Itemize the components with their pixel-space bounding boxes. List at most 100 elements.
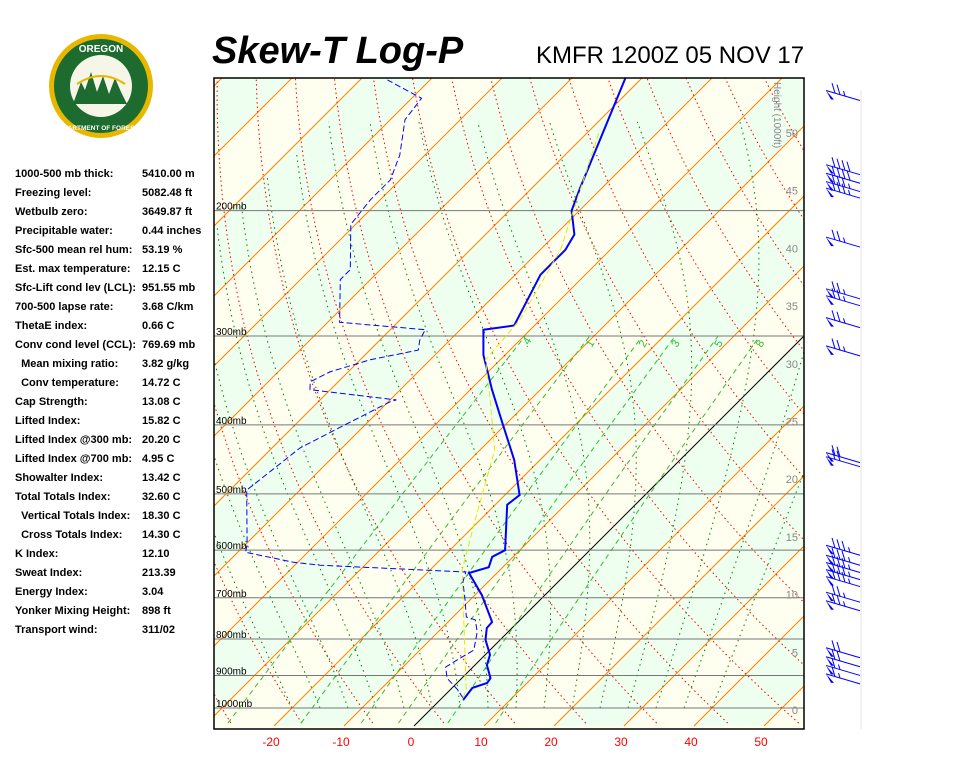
stat-label: Lifted Index @700 mb: <box>15 453 133 465</box>
wind-barb-flag <box>826 173 834 183</box>
wind-barb-half-feather <box>848 189 851 196</box>
stat-row: Vertical Totals Index: 18.30 C <box>15 510 201 529</box>
isotherm-line <box>273 195 804 727</box>
wind-barb-feather <box>841 550 846 561</box>
plot-area: .4 1 2 3 5 8200mb300mb400mb500mb600mb700mb800… <box>214 78 804 729</box>
stat-label: Energy Index: <box>15 586 88 598</box>
stat-row: Transport wind: 311/02 <box>15 624 201 643</box>
wind-barb-flag <box>826 545 834 555</box>
wind-barb-staff <box>825 600 861 612</box>
stat-row: Est. max temperature: 12.15 C <box>15 263 201 282</box>
wind-barb-flag <box>826 295 834 305</box>
parcel-line <box>461 129 601 699</box>
wind-barb-staff <box>825 345 861 357</box>
isobar-label: 200mb <box>216 202 247 213</box>
stat-value: 32.60 C <box>142 491 181 503</box>
stat-label: Total Totals Index: <box>15 491 111 503</box>
wind-barb-half-feather <box>843 346 846 352</box>
height-tick-label: 40 <box>786 243 798 255</box>
dry-adiabat <box>412 78 800 724</box>
stats-panel: 1000-500 mb thick: 5410.00 m Freezing leve… <box>15 168 201 643</box>
wind-barb-feather <box>846 161 851 172</box>
station-time-label: KMFR 1200Z 05 NOV 17 <box>536 42 805 69</box>
stat-value: 5410.00 m <box>142 168 195 180</box>
stat-row: K Index: 12.10 <box>15 548 201 567</box>
isotherm-line <box>214 78 643 507</box>
svg-text:DEPARTMENT OF FORESTRY: DEPARTMENT OF FORESTRY <box>55 125 148 132</box>
wind-barb-feather <box>836 158 841 169</box>
stat-value: 14.30 C <box>142 529 181 541</box>
wind-barb-staff <box>825 187 861 199</box>
wind-barb <box>825 657 861 676</box>
wind-barb-flag <box>826 164 834 174</box>
wind-barb-half-feather <box>843 318 846 324</box>
wind-barb-flag <box>826 188 834 198</box>
wind-barb-feather <box>831 584 836 595</box>
wind-barb-staff <box>825 647 861 659</box>
stat-row: 700-500 lapse rate: 3.68 C/km <box>15 301 201 320</box>
stat-value: 3.04 <box>142 586 164 598</box>
wind-barb-feather <box>831 449 836 460</box>
wind-barb <box>825 82 861 101</box>
wind-barb-feather <box>846 170 851 181</box>
moist-adiabat <box>214 531 293 709</box>
dry-adiabat <box>802 78 804 81</box>
oregon-forestry-logo: OREGON DEPARTMENT OF FORESTRY <box>49 34 153 138</box>
stat-value: 20.20 C <box>142 434 181 446</box>
stat-label: Vertical Totals Index: <box>15 510 131 522</box>
height-tick-label: 25 <box>786 417 798 429</box>
stat-row: Energy Index: 3.04 <box>15 586 201 605</box>
stat-value: 3.68 C/km <box>142 301 194 313</box>
wind-barb-feather <box>841 565 846 576</box>
wind-barb-feather <box>836 446 841 457</box>
wind-barb-staff <box>825 172 861 184</box>
wind-barb-flag <box>826 592 834 602</box>
mixing-ratio-label: 3 <box>669 338 682 349</box>
wind-barb <box>825 288 861 307</box>
wind-barb <box>825 180 861 199</box>
x-tick-label: 20 <box>544 735 558 749</box>
stat-label: Precipitable water: <box>15 225 113 237</box>
wind-barb-half-feather <box>843 592 846 598</box>
height-tick-label: 45 <box>786 186 798 198</box>
isotherm-line <box>214 78 503 367</box>
wind-barb <box>825 666 861 685</box>
wind-barb-staff <box>825 317 861 329</box>
wind-barb-feather <box>836 549 841 560</box>
wind-barb-flag <box>826 555 834 565</box>
wind-barb-feather <box>831 640 836 651</box>
stat-row: Freezing level: 5082.48 ft <box>15 187 201 206</box>
wind-barb <box>825 174 861 193</box>
wind-barb-half-feather <box>848 571 851 577</box>
wind-barb-feather <box>831 157 836 168</box>
stat-label: 1000-500 mb thick: <box>15 168 114 180</box>
stat-label: Showalter Index: <box>15 472 104 484</box>
stat-row: Showalter Index: 13.42 C <box>15 472 201 491</box>
height-axis-label: Height (1000ft) <box>771 82 782 148</box>
dewpoint-line <box>244 79 478 699</box>
mixing-ratio-line <box>227 335 526 724</box>
stat-row: Yonker Mixing Height: 898 ft <box>15 605 201 624</box>
wind-barb <box>825 569 861 588</box>
wind-barb-flag <box>826 656 834 666</box>
stat-value: 15.82 C <box>142 415 181 427</box>
wind-barb-flag <box>826 576 834 586</box>
isotherm-line <box>214 78 573 437</box>
wind-barb-feather <box>841 571 846 583</box>
stat-label: Sweat Index: <box>15 567 83 579</box>
dry-adiabat <box>529 78 804 541</box>
stat-value: 3.82 g/kg <box>142 358 190 370</box>
wind-barb-flag <box>826 345 834 355</box>
wind-barb-feather <box>836 289 841 300</box>
stat-label: Freezing level: <box>15 187 92 199</box>
x-tick-label: 0 <box>408 735 415 749</box>
wind-barb-feather <box>836 84 841 95</box>
dry-adiabat <box>216 78 445 724</box>
chart-title: Skew-T Log-P <box>212 30 464 72</box>
isobar-label: 400mb <box>216 416 247 427</box>
wind-barb-staff <box>825 456 861 468</box>
x-tick-label: 30 <box>614 735 628 749</box>
wind-barb-feather <box>831 288 836 299</box>
wind-barb-feather <box>831 82 836 94</box>
x-tick-label: 40 <box>684 735 698 749</box>
